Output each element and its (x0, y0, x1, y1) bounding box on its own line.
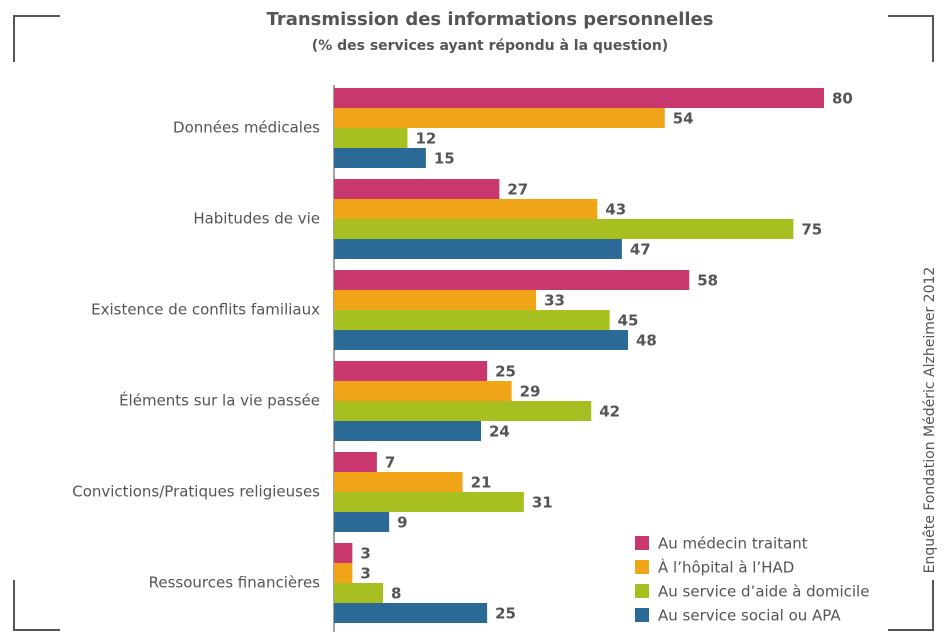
chart-subtitle: (% des services ayant répondu à la quest… (312, 38, 668, 54)
value-label: 80 (832, 90, 853, 108)
bar (334, 290, 537, 310)
bar (334, 603, 488, 623)
corner (13, 15, 60, 62)
value-label: 25 (495, 605, 516, 623)
value-label: 54 (673, 110, 694, 128)
value-label: 7 (385, 454, 395, 472)
bar (334, 239, 622, 259)
value-label: 33 (544, 292, 565, 310)
bar (334, 108, 665, 128)
bar (334, 219, 794, 239)
bar (334, 452, 377, 472)
source: Enquête Fondation Médéric Alzheimer 2012 (922, 267, 938, 574)
bar (334, 270, 690, 290)
value-label: 58 (697, 272, 718, 290)
bar (334, 381, 512, 401)
bar (334, 361, 488, 381)
category-label: Existence de conflits familiaux (91, 301, 320, 319)
category-label: Données médicales (173, 119, 320, 137)
bar (334, 492, 524, 512)
legend-label: Au service d’aide à domicile (658, 583, 869, 601)
bar (334, 310, 610, 330)
value-label: 3 (360, 545, 370, 563)
value-label: 48 (636, 332, 657, 350)
category-label: Éléments sur la vie passée (119, 391, 320, 410)
bar (334, 128, 408, 148)
value-label: 27 (507, 181, 528, 199)
value-label: 47 (630, 241, 651, 259)
bar (334, 179, 500, 199)
bar (334, 543, 353, 563)
bar (334, 401, 592, 421)
bar (334, 88, 824, 108)
value-label: 15 (434, 150, 455, 168)
corner (888, 580, 934, 631)
value-label: 31 (532, 494, 553, 512)
legend-label: Au service social ou APA (658, 607, 841, 625)
category-label: Ressources financières (149, 574, 321, 592)
bar (334, 563, 353, 583)
value-label: 25 (495, 363, 516, 381)
category-label: Habitudes de vie (193, 210, 320, 228)
value-label: 3 (360, 565, 370, 583)
bar (334, 583, 383, 603)
value-label: 45 (618, 312, 639, 330)
legend-swatch (635, 584, 649, 598)
value-label: 24 (489, 423, 510, 441)
legend-swatch (635, 536, 649, 550)
legend-swatch (635, 608, 649, 622)
value-label: 12 (416, 130, 437, 148)
value-label: 29 (520, 383, 541, 401)
bar (334, 330, 628, 350)
legend-label: Au médecin traitant (658, 535, 808, 553)
legend-label: À l’hôpital à l’HAD (658, 558, 794, 577)
chart-title: Transmission des informations personnell… (267, 9, 714, 30)
value-label: 9 (397, 514, 407, 532)
value-label: 21 (471, 474, 492, 492)
bar (334, 148, 426, 168)
value-label: 43 (605, 201, 626, 219)
legend-swatch (635, 560, 649, 574)
value-label: 42 (599, 403, 620, 421)
value-label: 75 (801, 221, 822, 239)
bar (334, 199, 598, 219)
bar (334, 472, 463, 492)
category-label: Convictions/Pratiques religieuses (72, 483, 320, 501)
bar (334, 421, 481, 441)
bar (334, 512, 390, 532)
value-label: 8 (391, 585, 401, 603)
corner (13, 580, 60, 631)
corner (888, 15, 934, 62)
